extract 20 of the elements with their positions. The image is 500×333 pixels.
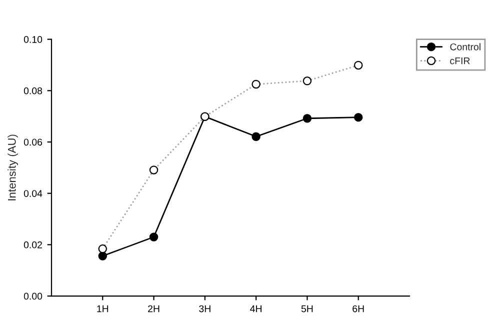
y-tick-label: 0.02 [24, 241, 42, 248]
point [149, 232, 158, 242]
point [302, 114, 312, 123]
y-tick-label: 0.06 [24, 138, 42, 146]
y-tick-label: 0.00 [24, 292, 42, 300]
x-tick-label: 4H [250, 305, 262, 312]
x-tick-label: 6H [352, 305, 364, 312]
point [98, 252, 108, 260]
y-tick-label: 0.10 [24, 36, 42, 43]
y-tick-label: 0.08 [24, 87, 42, 94]
legend-label: Control [450, 43, 480, 50]
y-tick-label: 0.04 [24, 190, 42, 197]
legend-label: cFIR [450, 57, 470, 64]
point [252, 132, 260, 141]
x-tick-label: 2H [148, 305, 160, 312]
x-tick-label: 3H [199, 305, 210, 312]
x-tick-label: 1H [97, 305, 108, 312]
x-tick-label: 5H [301, 305, 313, 312]
y-axis-title: Intensity (AU) [8, 134, 18, 200]
point [354, 112, 363, 122]
